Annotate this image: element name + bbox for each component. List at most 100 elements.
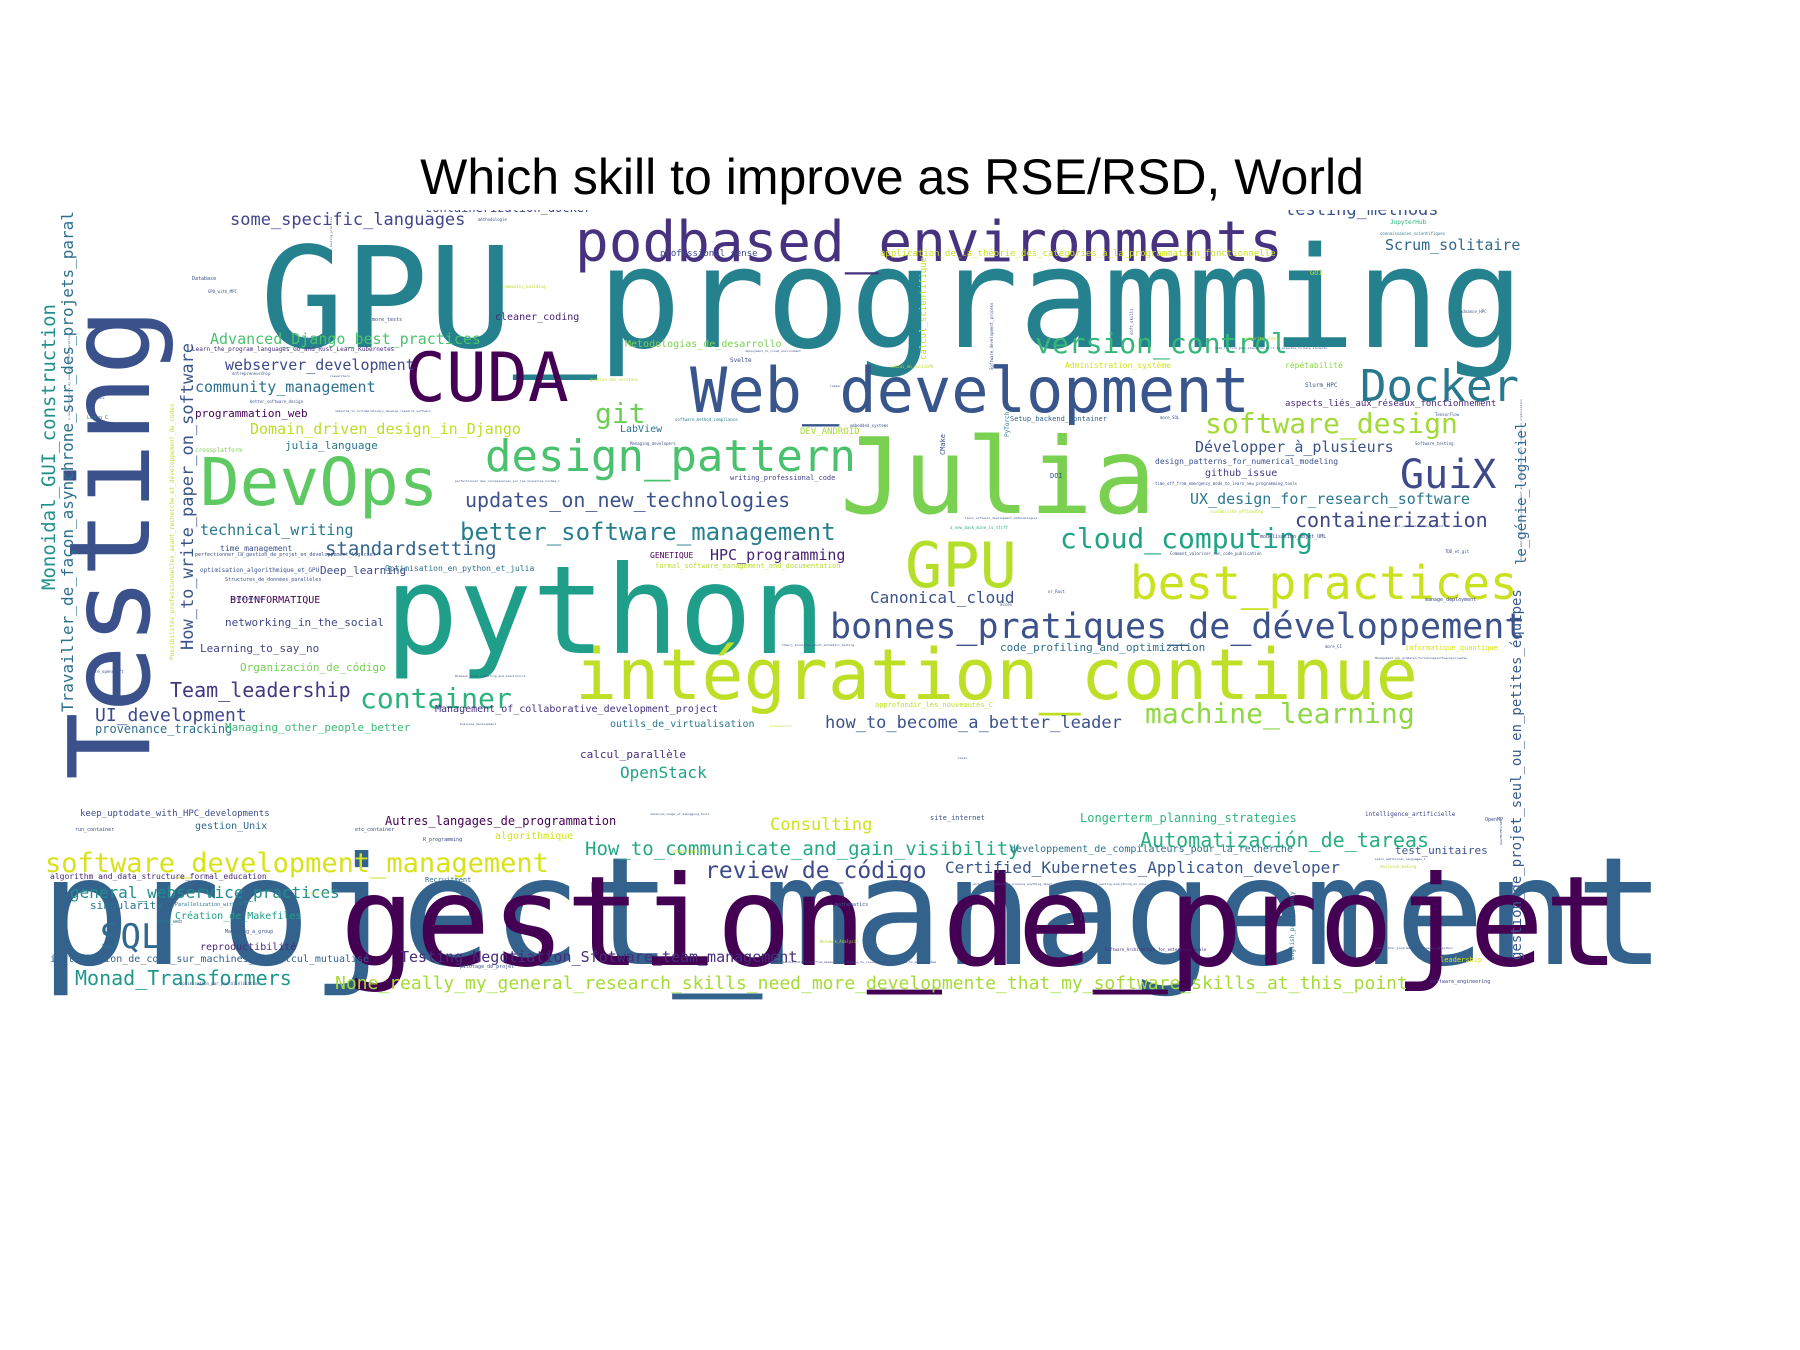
word-35: standardsetting (325, 538, 497, 560)
word-20: container (360, 682, 512, 715)
word-176: Widwave_level_computing_and_electronics (455, 674, 526, 678)
word-29: Monad_Transformers (75, 966, 292, 990)
word-185: how_to_handle_data_flows_from_measuremen… (770, 960, 937, 964)
word-85: Création_de_Makefiles (175, 911, 302, 922)
word-83: gestion_Unix (195, 821, 268, 832)
word-120: PyTorch (1004, 411, 1011, 437)
word-168: connaissances_scientifiques (1380, 231, 1446, 236)
word-10: Web_development (690, 354, 1250, 427)
word-114: GUI (1310, 269, 1323, 277)
word-37: Travailler_de_façon_asynchrone_sur_des_p… (58, 210, 77, 712)
word-135: R_programming (423, 837, 463, 843)
word-144: modélisation_objet_UML (1260, 534, 1327, 540)
word-184: how_to_work_with_researchers_knowing_any… (960, 882, 1147, 886)
word-54: community_management (195, 378, 376, 396)
word-79: singularity (90, 899, 163, 912)
word-190: researchers (330, 374, 350, 378)
word-175: container_cold_application_development (1375, 524, 1444, 528)
word-93: GENETIQUE (650, 551, 694, 560)
word-129: Structures_de_données_parallèles (225, 577, 322, 583)
word-162: Managing_developers (630, 441, 676, 446)
word-1: project_management (40, 826, 1666, 1000)
word-18: software_development_management (45, 848, 549, 879)
word-23: cloud_computing (1060, 522, 1313, 555)
word-12: podbased_environments (575, 210, 1284, 275)
word-24: SQL (100, 917, 162, 957)
word-182: deployment_to_cloud_environment (745, 349, 801, 353)
word-6: Julia (840, 416, 1157, 538)
word-128: Learn_the_program_languages_Go_and_Rust_… (192, 346, 395, 353)
word-95: application_de_la_théorie_des_catégories… (880, 249, 1276, 259)
word-125: manage_deployment (1425, 597, 1477, 603)
word-122: English_proficiency (1289, 891, 1296, 960)
word-111: Learn_C (87, 415, 109, 421)
chart-title: Which skill to improve as RSE/RSD, World (420, 149, 1364, 205)
word-36: Monoidal_GUI_construction (40, 304, 60, 590)
word-148: a_new_back_mine_is_stiff (950, 525, 1008, 530)
word-2: GPU_programming (260, 218, 1525, 381)
word-89: aspects_liés_aux_réseaux_fonctionnement (1285, 399, 1497, 409)
word-107: intelligence_artificielle (1365, 811, 1456, 818)
word-86: algorithm_and_data_structure_formal_educ… (50, 872, 267, 881)
word-187: Learn_other_programming_languages_eg_pyt… (1375, 946, 1453, 950)
word-157: community_building (502, 284, 546, 289)
word-82: BIOINFORMATIQUE (230, 595, 321, 606)
word-126: crossplatform (195, 447, 242, 454)
word-183: networks_to_collaboratively_develop_rese… (335, 409, 431, 413)
word-178: advanced_usage_of_debugging_tools (650, 812, 710, 816)
word-57: technical_writing (200, 521, 354, 539)
word-138: Managing_a_group (225, 929, 274, 935)
word-92: DEV_ANDROID (800, 427, 860, 437)
word-62: containerization_docker (425, 210, 591, 214)
word-177: business_development (460, 722, 497, 726)
word-109: Svelte (730, 357, 752, 364)
word-104: formal_software_management_and_documenta… (655, 562, 841, 570)
word-43: how_to_become_a_better_leader (825, 713, 1122, 733)
word-193: OpenMP/MPI/GPU (1499, 819, 1503, 845)
word-84: keep_uptodate_with_HPC_developments (80, 809, 270, 819)
word-197: how_to_deploy_good_software_management_a… (1519, 399, 1523, 560)
word-25: machine_learning (1145, 697, 1415, 730)
word-154: entrepreneurship (232, 371, 271, 376)
word-76: cleaner_coding (495, 312, 580, 323)
word-100: time_management (220, 544, 293, 553)
word-153: selfpromotion (232, 596, 264, 601)
word-110: Slurm_HPC (1305, 382, 1338, 389)
word-51: OpenStack (620, 763, 707, 782)
word-26: review_de_código (705, 858, 927, 884)
word-74: algorithmique (495, 831, 574, 842)
word-73: Metodologias_de_desarrollo (625, 339, 782, 350)
word-169: security_check (1245, 336, 1279, 341)
word-192: formal_testing_practices (329, 216, 333, 260)
word-140: Network_Analysis (820, 939, 859, 944)
word-118: OpenMP (1485, 817, 1504, 823)
word-96: calcul_scientifique (919, 257, 929, 360)
word-195: help_to_find_good_standards_so_it_is_pos… (1215, 346, 1327, 350)
word-68: julia_language (285, 439, 378, 452)
word-53: webserver_development (225, 356, 415, 374)
word-172: Software_development_process (989, 302, 994, 370)
word-101: Setup_backend_container (1010, 415, 1107, 423)
word-123: software_engineering (1430, 979, 1491, 985)
word-81: installation_de_code_sur_machines_de_cal… (50, 954, 370, 965)
word-27: better_software_management (460, 518, 836, 546)
word-3: gestion_de_projet (340, 850, 1620, 995)
word-106: approfondir_les_nouveautés_C (875, 701, 994, 709)
word-134: etc_container (355, 827, 395, 833)
word-133: run_container (75, 827, 115, 833)
word-16: bonnes_pratiques_de_développement (830, 607, 1526, 647)
word-113: Database (192, 276, 217, 282)
word-173: time_off_from_emergency_mode_to_learn_ne… (1155, 481, 1298, 486)
word-11: GPU (905, 529, 1017, 602)
word-66: Learning_to_say_no (200, 642, 320, 655)
word-33: Automatización_de_tareas (1140, 828, 1429, 852)
word-8: CUDA (405, 339, 569, 418)
word-58: Testing_Negotiation_Sfotware_team_manage… (400, 948, 798, 966)
word-105: site_internet (930, 814, 985, 822)
word-158: méthodologie (478, 217, 507, 222)
word-22: git (595, 397, 646, 430)
word-64: Managing_other_people_better (225, 721, 411, 734)
word-28: updates_on_new_technologies (465, 488, 791, 512)
word-170: soft_skills (1129, 308, 1134, 336)
word-181: perfectionner_mes_connaissances_sur_les_… (455, 479, 560, 483)
